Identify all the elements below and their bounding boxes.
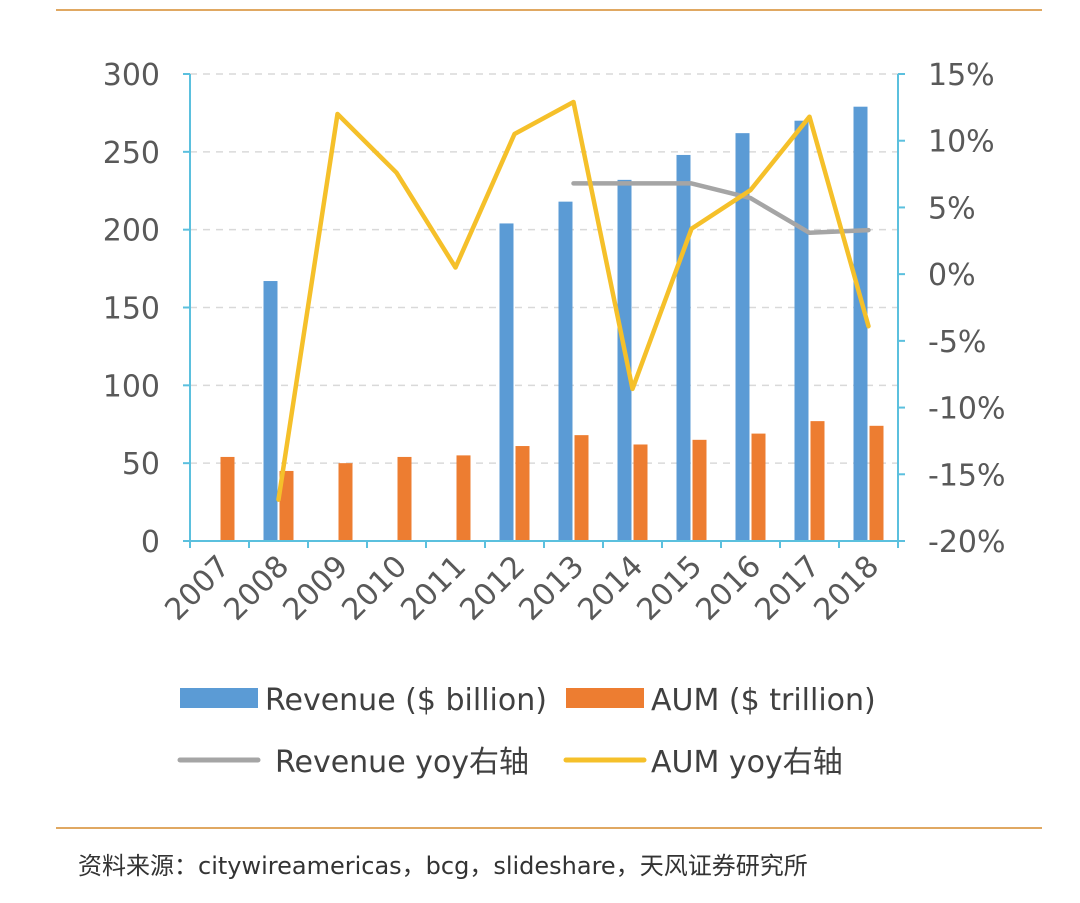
bar-revenue bbox=[558, 201, 573, 541]
bar-aum bbox=[633, 444, 648, 541]
x-tick-label: 2015 bbox=[630, 549, 709, 628]
line-series bbox=[276, 99, 871, 502]
y-right-tick-label: 10% bbox=[928, 125, 995, 160]
legend-revenue-label: Revenue ($ billion) bbox=[265, 683, 547, 718]
y-left-tick-label: 150 bbox=[103, 292, 160, 327]
legend-aum-label: AUM ($ trillion) bbox=[651, 683, 876, 718]
x-tick-label: 2007 bbox=[158, 549, 237, 628]
bar-revenue bbox=[794, 120, 809, 541]
x-tick-label: 2008 bbox=[217, 549, 296, 628]
y-right-tick-label: 15% bbox=[928, 58, 995, 93]
legend-aum-yoy-label: AUM yoy右轴 bbox=[651, 745, 843, 780]
y-right-tick-label: -5% bbox=[928, 325, 986, 360]
bar-revenue bbox=[676, 154, 691, 542]
y-right-tick-label: -15% bbox=[928, 458, 1006, 493]
x-tick-label: 2009 bbox=[276, 549, 355, 628]
legend-aum-swatch bbox=[566, 688, 644, 708]
bar-aum bbox=[220, 456, 235, 541]
line-aum-yoy bbox=[276, 99, 871, 502]
source-note: 资料来源：citywireamericas，bcg，slideshare，天风证… bbox=[78, 852, 808, 880]
y-left-tick-label: 200 bbox=[103, 214, 160, 249]
bar-aum bbox=[810, 421, 825, 541]
line-revenue-yoy bbox=[571, 181, 871, 236]
top-rule bbox=[56, 9, 1042, 11]
legend-revenue-yoy-label: Revenue yoy右轴 bbox=[275, 745, 529, 780]
y-right-tick-label: 5% bbox=[928, 191, 976, 226]
y-right-tick-label: -10% bbox=[928, 392, 1006, 427]
x-tick-label: 2010 bbox=[335, 549, 414, 628]
y-left-tick-label: 100 bbox=[103, 369, 160, 404]
left-y-tick-labels: 0 50 100 150 200 250 300 bbox=[103, 58, 160, 560]
legend-revenue-swatch bbox=[180, 688, 258, 708]
gridlines bbox=[190, 73, 898, 464]
bar-aum bbox=[515, 446, 530, 541]
bar-revenue bbox=[853, 106, 868, 541]
bar-aum bbox=[751, 433, 766, 541]
bar-aum bbox=[279, 470, 294, 541]
bar-revenue bbox=[499, 223, 514, 541]
x-tick-label: 2017 bbox=[748, 549, 827, 628]
bar-revenue bbox=[735, 133, 750, 542]
combo-chart: 0 50 100 150 200 250 300 -20% -15% -10% -5% 0% 5% 10… bbox=[103, 58, 1006, 780]
right-y-tick-labels: -20% -15% -10% -5% 0% 5% 10% 15% bbox=[928, 58, 1006, 560]
x-tick-label: 2016 bbox=[689, 549, 768, 628]
bar-aum bbox=[397, 456, 412, 541]
x-tick-label: 2014 bbox=[571, 549, 650, 628]
x-tick-label: 2011 bbox=[394, 549, 473, 628]
bar-aum bbox=[692, 439, 707, 541]
bar-aum bbox=[456, 455, 471, 541]
bar-series bbox=[220, 106, 884, 542]
x-tick-labels: 2007200820092010201120122013201420152016… bbox=[158, 549, 886, 628]
bar-aum bbox=[574, 435, 589, 541]
y-left-tick-label: 250 bbox=[103, 136, 160, 171]
x-tick-label: 2018 bbox=[807, 549, 886, 628]
bottom-rule bbox=[56, 827, 1042, 829]
y-left-tick-label: 300 bbox=[103, 58, 160, 93]
y-right-tick-label: -20% bbox=[928, 525, 1006, 560]
y-right-tick-label: 0% bbox=[928, 258, 976, 293]
y-left-tick-label: 50 bbox=[122, 447, 160, 482]
bar-aum bbox=[338, 463, 353, 541]
legend: Revenue ($ billion) AUM ($ trillion) Reven… bbox=[177, 683, 876, 780]
axes bbox=[183, 73, 905, 548]
bar-aum bbox=[869, 425, 884, 541]
y-left-tick-label: 0 bbox=[141, 525, 160, 560]
x-tick-label: 2013 bbox=[512, 549, 591, 628]
x-tick-label: 2012 bbox=[453, 549, 532, 628]
bar-revenue bbox=[263, 281, 278, 541]
